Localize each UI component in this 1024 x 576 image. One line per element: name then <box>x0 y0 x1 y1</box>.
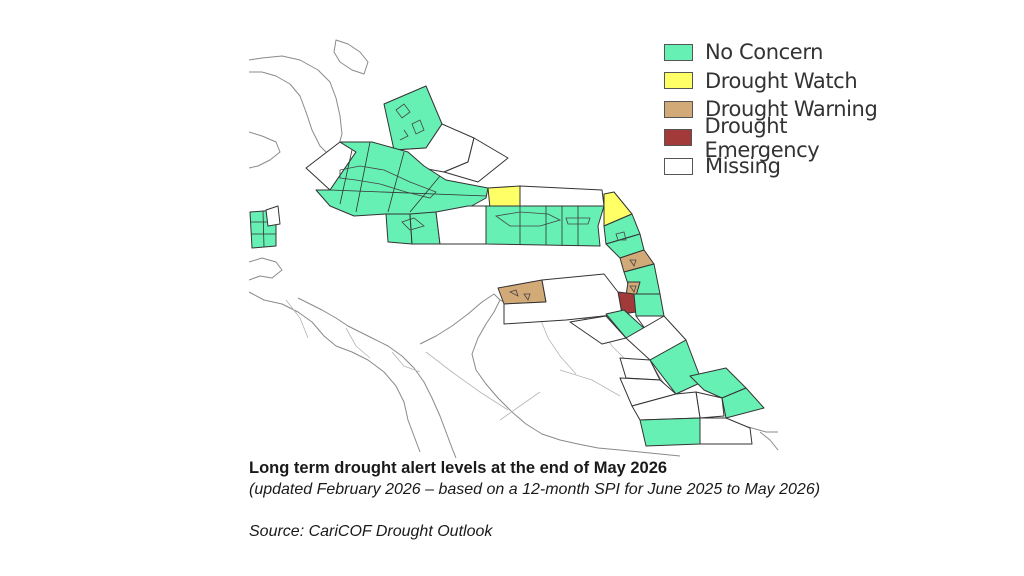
zone-guyana-missing-4 <box>631 391 701 421</box>
zone-windward-2 <box>633 293 665 317</box>
map-legend: No Concern Drought Watch Drought Warning… <box>664 38 904 181</box>
zone-hispaniola <box>485 205 605 247</box>
legend-item-no-concern: No Concern <box>664 38 904 67</box>
zone-venezuela-coast-missing <box>503 273 623 325</box>
legend-label: Drought Emergency <box>704 113 820 162</box>
zone-central-missing <box>435 205 487 245</box>
caption-title: Long term drought alert levels at the en… <box>249 459 668 477</box>
caption-subtitle: (updated February 2026 – based on a 12-m… <box>249 481 821 498</box>
legend-swatch-drought-emergency <box>664 129 693 147</box>
country-borders <box>285 299 643 421</box>
zone-guyane <box>721 387 765 419</box>
legend-item-drought-warning: Drought Warning <box>664 95 904 124</box>
zone-guyana-south <box>639 417 701 447</box>
zone-jamaica <box>385 213 413 245</box>
legend-swatch-no-concern <box>664 43 693 61</box>
legend-label: Missing <box>705 154 781 179</box>
legend-item-missing: Missing <box>664 152 904 181</box>
legend-label: Drought Watch <box>705 68 858 93</box>
zone-suriname-south-missing <box>699 417 753 445</box>
legend-swatch-drought-watch <box>664 72 693 90</box>
zone-northeast-missing <box>443 137 509 183</box>
legend-swatch-drought-warning <box>664 100 693 118</box>
legend-label: No Concern <box>705 40 824 65</box>
map-caption: Long term drought alert levels at the en… <box>249 457 1009 543</box>
drought-zones <box>249 85 765 447</box>
caption-source: Source: CariCOF Drought Outlook <box>249 523 493 540</box>
island-outlines <box>339 103 637 301</box>
legend-item-drought-emergency: Drought Emergency <box>664 114 904 162</box>
zone-belize-missing <box>265 205 281 227</box>
zone-hispaniola-missing <box>519 185 605 207</box>
legend-label: Drought Warning <box>705 97 878 122</box>
zone-jamaica-south <box>409 211 441 245</box>
legend-item-drought-watch: Drought Watch <box>664 67 904 96</box>
legend-swatch-missing <box>664 157 693 175</box>
zone-drought-watch-hispaniola <box>487 185 521 209</box>
zone-abc-warning <box>497 279 547 305</box>
